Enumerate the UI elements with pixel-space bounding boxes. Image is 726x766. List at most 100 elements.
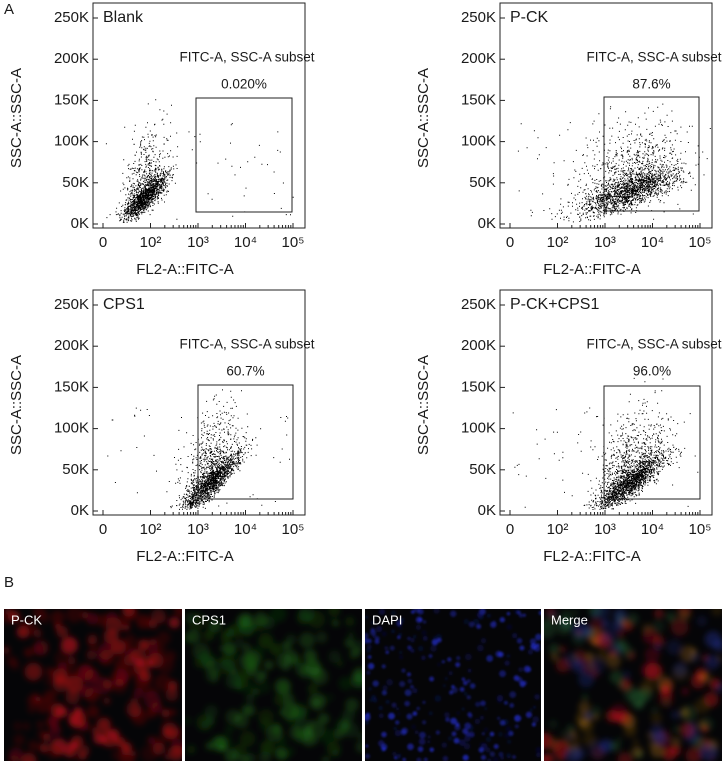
stain-blob	[224, 725, 234, 735]
stain-blob	[578, 671, 595, 688]
stain-blob	[417, 746, 424, 752]
stain-blob	[451, 685, 455, 689]
stain-blob	[602, 626, 618, 643]
stain	[4, 609, 182, 761]
stain-blob	[453, 737, 460, 744]
x-tick-label: 10³	[594, 234, 616, 251]
stain-blob	[128, 705, 142, 718]
stain-blob	[138, 639, 150, 651]
stain-blob	[163, 753, 171, 761]
stain-blob	[265, 724, 284, 742]
stain-blob	[486, 758, 492, 761]
stain-blob	[572, 609, 579, 616]
stain-blob	[365, 744, 369, 748]
stain-blob	[281, 641, 292, 651]
stain-blob	[171, 739, 182, 755]
stain-blob	[519, 645, 525, 651]
stain-blob	[631, 745, 644, 758]
stain-blob	[652, 731, 667, 746]
stain-blob	[512, 755, 516, 759]
stain-blob	[250, 622, 258, 630]
stain-blob	[336, 659, 344, 667]
stain-blob	[549, 613, 558, 622]
stain-blob	[427, 740, 431, 744]
stain-blob	[523, 665, 531, 673]
stain-blob	[378, 705, 384, 711]
stain-blob	[390, 610, 397, 616]
stain-blob	[310, 735, 320, 745]
stain-blob	[80, 684, 94, 698]
stain-blob	[385, 650, 390, 655]
stain-blob	[411, 610, 415, 614]
stain-blob	[4, 609, 15, 624]
x-tick-label: 10⁵	[282, 521, 305, 538]
stain-blob	[417, 645, 424, 652]
y-tick-label: 250K	[54, 296, 89, 313]
stain-blob	[480, 700, 486, 707]
stain-blob	[150, 701, 163, 713]
stain-blob	[88, 639, 95, 647]
stain-blob	[338, 676, 353, 691]
stain-blob	[566, 724, 575, 733]
stain-blob	[529, 638, 537, 645]
stain-blob	[496, 716, 501, 721]
gate	[195, 97, 293, 213]
stain-blob	[416, 757, 422, 761]
x-tick-label: 0	[99, 521, 107, 538]
stain-blob	[498, 651, 504, 658]
stain-blob	[86, 705, 100, 718]
stain-blob	[652, 620, 665, 633]
stain-blob	[311, 698, 321, 707]
event-dots	[512, 377, 699, 510]
stain-blob	[366, 712, 370, 717]
stain-blob	[421, 630, 427, 636]
stain-blob	[463, 691, 468, 696]
stain-blob	[489, 731, 495, 737]
stain-blob	[392, 751, 397, 757]
stain-blob	[469, 683, 476, 689]
stain-blob	[476, 623, 482, 629]
stain-blob	[28, 740, 40, 752]
stain-blob	[4, 646, 10, 655]
stain-blob	[13, 734, 25, 746]
y-tick-label: 0K	[71, 215, 89, 232]
stain-blob	[679, 645, 697, 663]
stain-blob	[584, 712, 592, 720]
y-tick-label: 250K	[461, 296, 496, 313]
stain-blob	[168, 617, 180, 629]
stain-blob	[318, 695, 327, 704]
stain-blob	[404, 700, 410, 707]
stain-blob	[115, 736, 126, 747]
x-tick-label: 10²	[547, 521, 569, 538]
stain-blob	[480, 637, 487, 644]
stain-blob	[186, 745, 196, 754]
stain-blob	[601, 619, 611, 628]
stain-blob	[120, 744, 132, 756]
stain-blob	[86, 649, 97, 661]
stain-blob	[156, 631, 171, 645]
stain-blob	[205, 742, 214, 750]
image-label: P-CK	[11, 612, 42, 627]
stain-blob	[582, 625, 594, 637]
stain-blob	[258, 633, 274, 649]
plot-title: P-CK+CPS1	[510, 296, 599, 313]
stain-blob	[31, 643, 43, 655]
stain-blob	[617, 680, 627, 690]
stain-blob	[381, 747, 386, 751]
stain-blob	[560, 618, 573, 631]
stain-blob	[629, 689, 647, 708]
stain-blob	[536, 643, 540, 647]
y-tick-label: 0K	[478, 215, 496, 232]
stain-blob	[23, 647, 34, 658]
y-tick-label: 200K	[461, 50, 496, 67]
stain-blob	[55, 706, 67, 718]
stain-blob	[428, 654, 433, 658]
panel-label: B	[4, 574, 14, 591]
stain-blob	[219, 744, 227, 752]
y-tick-label: 250K	[461, 9, 496, 26]
y-tick-label: 200K	[54, 337, 89, 354]
stain-blob	[65, 675, 84, 694]
stain-blob	[659, 687, 673, 701]
stain-blob	[399, 680, 406, 688]
stain-blob	[68, 710, 87, 729]
